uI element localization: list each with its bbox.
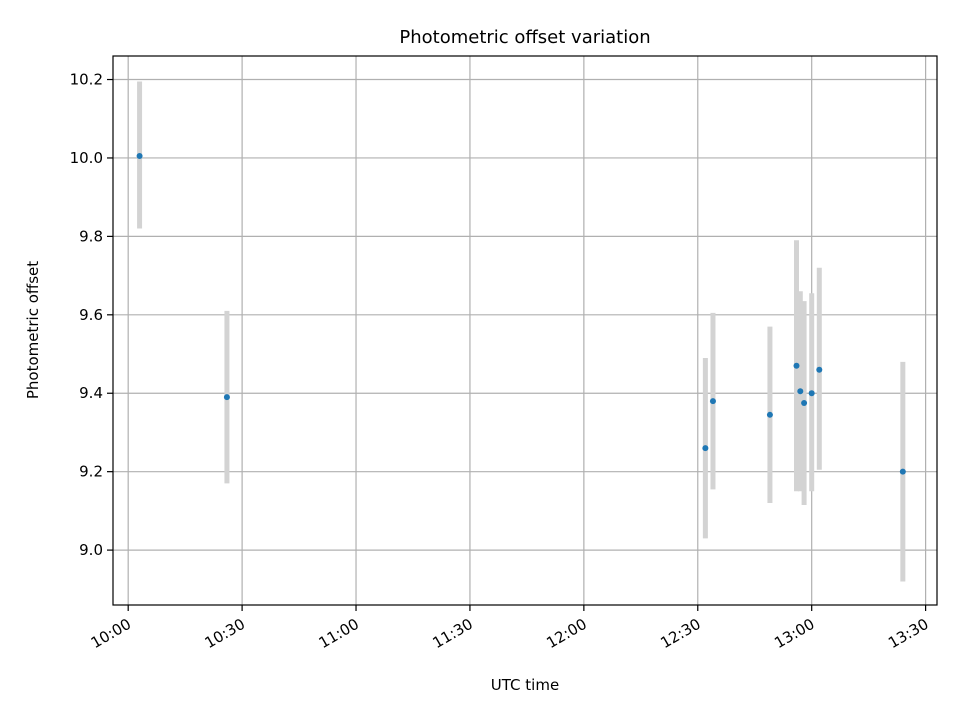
data-point bbox=[797, 388, 804, 395]
data-point bbox=[899, 468, 906, 475]
y-tick-label: 9.0 bbox=[79, 541, 103, 559]
data-point bbox=[766, 411, 773, 418]
data-point bbox=[709, 398, 716, 405]
chart-title: Photometric offset variation bbox=[399, 27, 650, 48]
y-axis-ticks: 9.0 9.2 9.4 9.6 9.8 10.0 10.2 bbox=[70, 71, 113, 559]
data-point bbox=[808, 390, 815, 397]
data-point bbox=[793, 362, 800, 369]
data-point bbox=[136, 152, 143, 159]
data-points bbox=[136, 152, 906, 475]
data-point bbox=[702, 445, 709, 452]
y-tick-label: 9.4 bbox=[79, 384, 103, 402]
y-axis-label: Photometric offset bbox=[24, 261, 42, 399]
y-tick-label: 9.6 bbox=[79, 306, 103, 324]
data-point bbox=[223, 394, 230, 401]
y-tick-label: 9.8 bbox=[79, 227, 103, 245]
data-point bbox=[801, 400, 808, 407]
y-tick-label: 10.2 bbox=[70, 71, 103, 89]
y-tick-label: 10.0 bbox=[70, 149, 103, 167]
y-tick-label: 9.2 bbox=[79, 463, 103, 481]
x-axis-label: UTC time bbox=[491, 676, 559, 694]
data-point bbox=[816, 366, 823, 373]
grid bbox=[113, 56, 937, 605]
plot-frame bbox=[112, 55, 938, 606]
